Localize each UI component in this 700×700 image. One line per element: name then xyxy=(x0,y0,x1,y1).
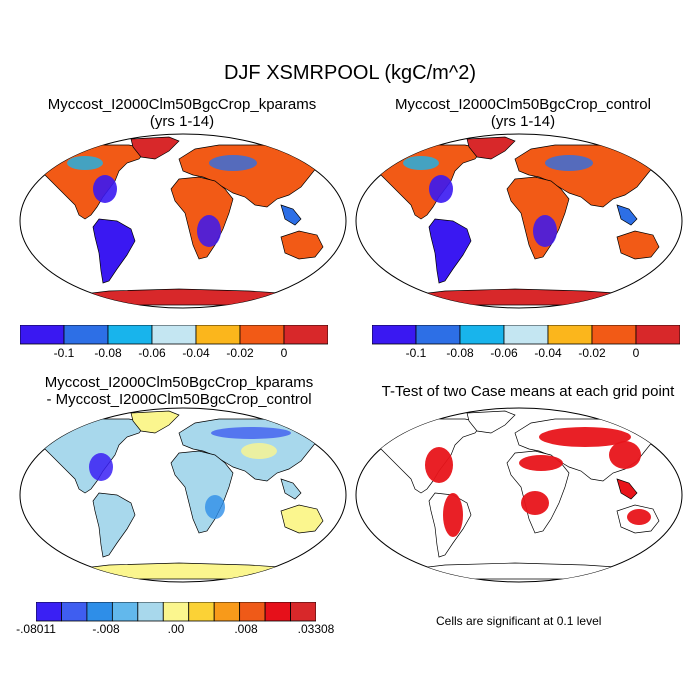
colorbar-tick-label: -0.04 xyxy=(534,346,562,360)
patch-siberia xyxy=(545,155,593,171)
panel-title-control: Myccost_I2000Clm50BgcCrop_control (yrs 1… xyxy=(358,96,688,130)
sig-region xyxy=(519,455,563,471)
patch-central-africa xyxy=(533,215,557,247)
colorbar-swatch xyxy=(107,325,153,345)
colorbar-swatch xyxy=(459,325,505,345)
colorbar-control-labels: -0.1 -0.08 -0.06 -0.04 -0.02 0 xyxy=(372,346,680,362)
land-se_asia xyxy=(280,478,302,500)
panel-title-diff: Myccost_I2000Clm50BgcCrop_kparams - Mycc… xyxy=(14,374,344,408)
land-se_asia xyxy=(280,204,302,226)
map-ttest xyxy=(355,407,683,583)
colorbar-swatch xyxy=(20,325,65,345)
patch-canada xyxy=(67,156,103,170)
colorbar-tick-label: 0 xyxy=(632,346,640,360)
map-control xyxy=(355,133,683,309)
colorbar-kparams xyxy=(20,325,328,345)
land-greenland xyxy=(466,136,516,160)
colorbar-swatch xyxy=(415,325,461,345)
sig-region xyxy=(521,491,549,515)
land-southAmerica xyxy=(428,218,472,284)
patch-eastern-us xyxy=(93,175,117,203)
sig-region xyxy=(627,509,651,525)
colorbar-control xyxy=(372,325,680,345)
land-se_asia xyxy=(616,204,638,226)
colorbar-tick-label: .00 xyxy=(167,622,185,636)
land-greenland xyxy=(466,410,516,434)
colorbar-swatch xyxy=(162,602,190,622)
land-southAmerica xyxy=(92,492,136,558)
colorbar-swatch xyxy=(195,325,241,345)
colorbar-tick-label: -0.1 xyxy=(53,346,75,360)
patch-canada xyxy=(403,156,439,170)
map-kparams xyxy=(19,133,347,309)
panel-title-diff-line2: - Myccost_I2000Clm50BgcCrop_control xyxy=(46,391,312,408)
colorbar-tick-label: -0.04 xyxy=(182,346,210,360)
patch-siberia xyxy=(209,155,257,171)
colorbar-tick-label: -0.08 xyxy=(446,346,474,360)
colorbar-swatch xyxy=(372,325,417,345)
sig-region xyxy=(443,493,463,537)
colorbar-tick-label: .03308 xyxy=(297,622,335,636)
diff-patch-siberia xyxy=(211,427,291,439)
colorbar-swatch xyxy=(239,602,266,622)
sig-region xyxy=(539,427,631,447)
colorbar-swatch xyxy=(213,602,241,622)
colorbar-swatch xyxy=(547,325,593,345)
diff-patch-central-asia xyxy=(241,443,277,459)
colorbar-swatch xyxy=(503,325,549,345)
colorbar-swatch xyxy=(591,325,637,345)
colorbar-tick-label: -.008 xyxy=(92,622,120,636)
colorbar-swatch xyxy=(111,602,139,622)
colorbar-swatch xyxy=(36,602,62,622)
sig-region xyxy=(609,441,641,469)
panel-title-control-line1: Myccost_I2000Clm50BgcCrop_control xyxy=(395,96,651,113)
map-difference xyxy=(19,407,347,583)
colorbar-tick-label: -0.02 xyxy=(226,346,254,360)
panel-title-kparams-line1: Myccost_I2000Clm50BgcCrop_kparams xyxy=(47,96,317,113)
colorbar-kparams-labels: -0.1 -0.08 -0.06 -0.04 -0.02 0 xyxy=(20,346,328,362)
colorbar-swatch xyxy=(283,325,328,345)
colorbar-swatch xyxy=(61,602,88,622)
colorbar-difference xyxy=(36,602,316,622)
colorbar-tick-label: -0.08 xyxy=(94,346,122,360)
colorbar-swatch xyxy=(63,325,109,345)
panel-title-control-line2: (yrs 1-14) xyxy=(490,113,556,130)
colorbar-difference-labels: -.08011 -.008 .00 .008 .03308 xyxy=(16,622,334,638)
panel-title-kparams-line2: (yrs 1-14) xyxy=(149,113,215,130)
colorbar-swatch xyxy=(290,602,316,622)
diff-patch-eastern-us xyxy=(89,453,113,481)
panel-title-kparams: Myccost_I2000Clm50BgcCrop_kparams (yrs 1… xyxy=(22,96,342,130)
land-greenland xyxy=(130,410,180,434)
colorbar-swatch xyxy=(188,602,215,622)
land-australia xyxy=(280,504,324,534)
colorbar-tick-label: 0 xyxy=(280,346,288,360)
colorbar-tick-label: .008 xyxy=(234,622,258,636)
colorbar-swatch xyxy=(151,325,197,345)
diff-patch-africa xyxy=(205,495,225,519)
colorbar-tick-label: -.08011 xyxy=(16,622,56,636)
sig-region xyxy=(425,447,453,483)
significance-note: Cells are significant at 0.1 level xyxy=(436,614,602,628)
patch-eastern-us xyxy=(429,175,453,203)
land-greenland xyxy=(130,136,180,160)
land-se_asia xyxy=(616,478,638,500)
colorbar-tick-label: -0.02 xyxy=(578,346,606,360)
patch-central-africa xyxy=(197,215,221,247)
panel-title-ttest: T-Test of two Case means at each grid po… xyxy=(381,383,675,400)
colorbar-swatch xyxy=(264,602,291,622)
colorbar-swatch xyxy=(137,602,164,622)
figure-title: DJF XSMRPOOL (kgC/m^2) xyxy=(223,62,476,84)
colorbar-swatch xyxy=(635,325,680,345)
land-southAmerica xyxy=(92,218,136,284)
colorbar-tick-label: -0.1 xyxy=(405,346,427,360)
colorbar-tick-label: -0.06 xyxy=(490,346,518,360)
colorbar-swatch xyxy=(86,602,113,622)
colorbar-swatch xyxy=(239,325,285,345)
colorbar-tick-label: -0.06 xyxy=(138,346,166,360)
land-australia xyxy=(616,230,660,260)
panel-title-diff-line1: Myccost_I2000Clm50BgcCrop_kparams xyxy=(44,374,314,391)
land-australia xyxy=(280,230,324,260)
